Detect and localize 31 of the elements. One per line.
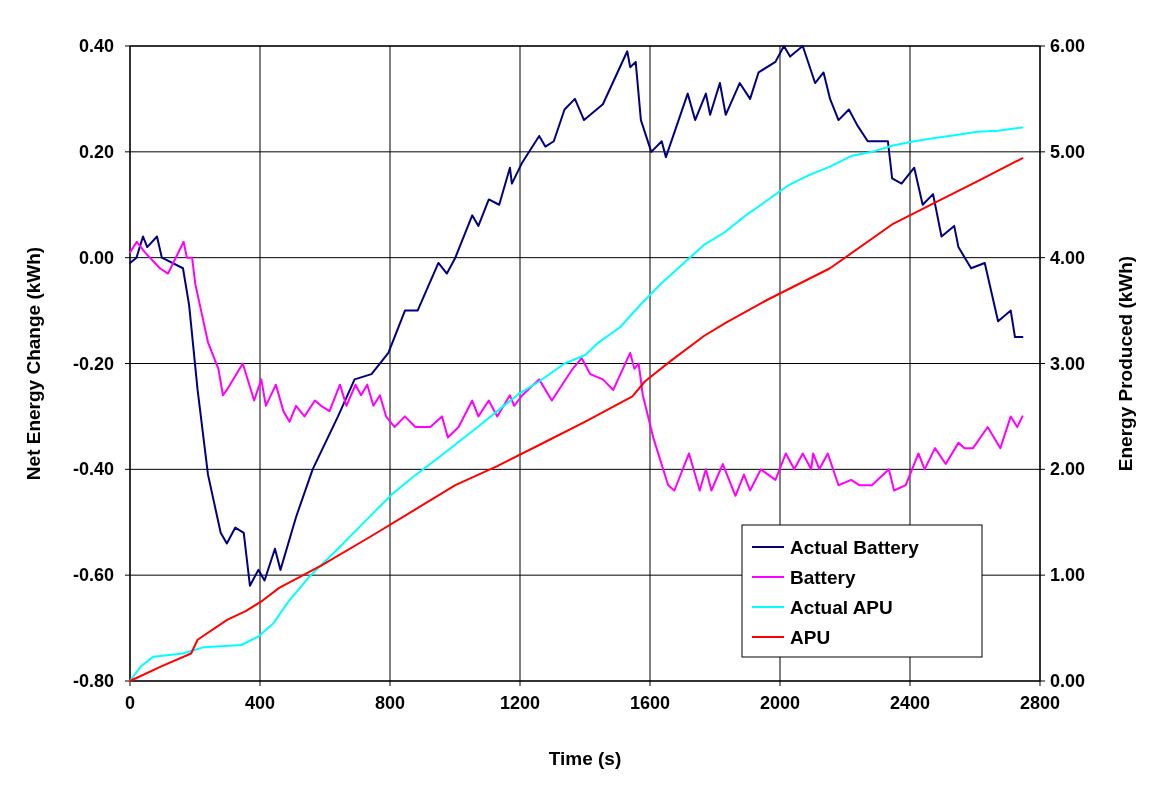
- y2-tick-label: 0.00: [1050, 671, 1086, 691]
- y-tick-label: 0.40: [78, 36, 114, 56]
- x-axis-title: Time (s): [548, 748, 622, 769]
- x-tick-label: 1200: [499, 693, 541, 713]
- y-axis-title: Net Energy Change (kWh): [23, 246, 44, 481]
- y2-tick-label: 6.00: [1050, 36, 1086, 56]
- x-tick-label: 2400: [889, 693, 931, 713]
- y2-tick-label: 3.00: [1050, 353, 1086, 374]
- y-tick-label: 0.20: [78, 141, 114, 162]
- y2-tick-label: 1.00: [1050, 565, 1086, 586]
- legend-label: Battery: [790, 567, 856, 588]
- y2-tick-label: 5.00: [1050, 141, 1086, 162]
- x-tick-label: 2000: [759, 693, 801, 713]
- line-series: [129, 240, 1024, 497]
- y2-axis-title: Energy Produced (kWh): [1115, 255, 1136, 472]
- x-tick-label: 2800: [1019, 693, 1061, 713]
- x-tick-label: 1600: [629, 693, 671, 713]
- y2-tick-label: 2.00: [1050, 459, 1086, 480]
- line-series: [129, 45, 1024, 587]
- y-tick-label: -0.20: [72, 353, 114, 374]
- legend-label: APU: [790, 627, 831, 648]
- y-tick-label: -0.40: [72, 459, 114, 480]
- legend-label: Actual APU: [790, 597, 893, 618]
- y-tick-label: 0.00: [78, 247, 114, 268]
- x-tick-label: 0: [124, 693, 136, 713]
- y-tick-label: -0.80: [72, 671, 114, 691]
- legend-label: Actual Battery: [790, 537, 920, 558]
- y-tick-label: -0.60: [72, 565, 114, 586]
- y2-tick-label: 4.00: [1050, 247, 1086, 268]
- x-tick-label: 800: [374, 693, 406, 713]
- x-tick-label: 400: [244, 693, 276, 713]
